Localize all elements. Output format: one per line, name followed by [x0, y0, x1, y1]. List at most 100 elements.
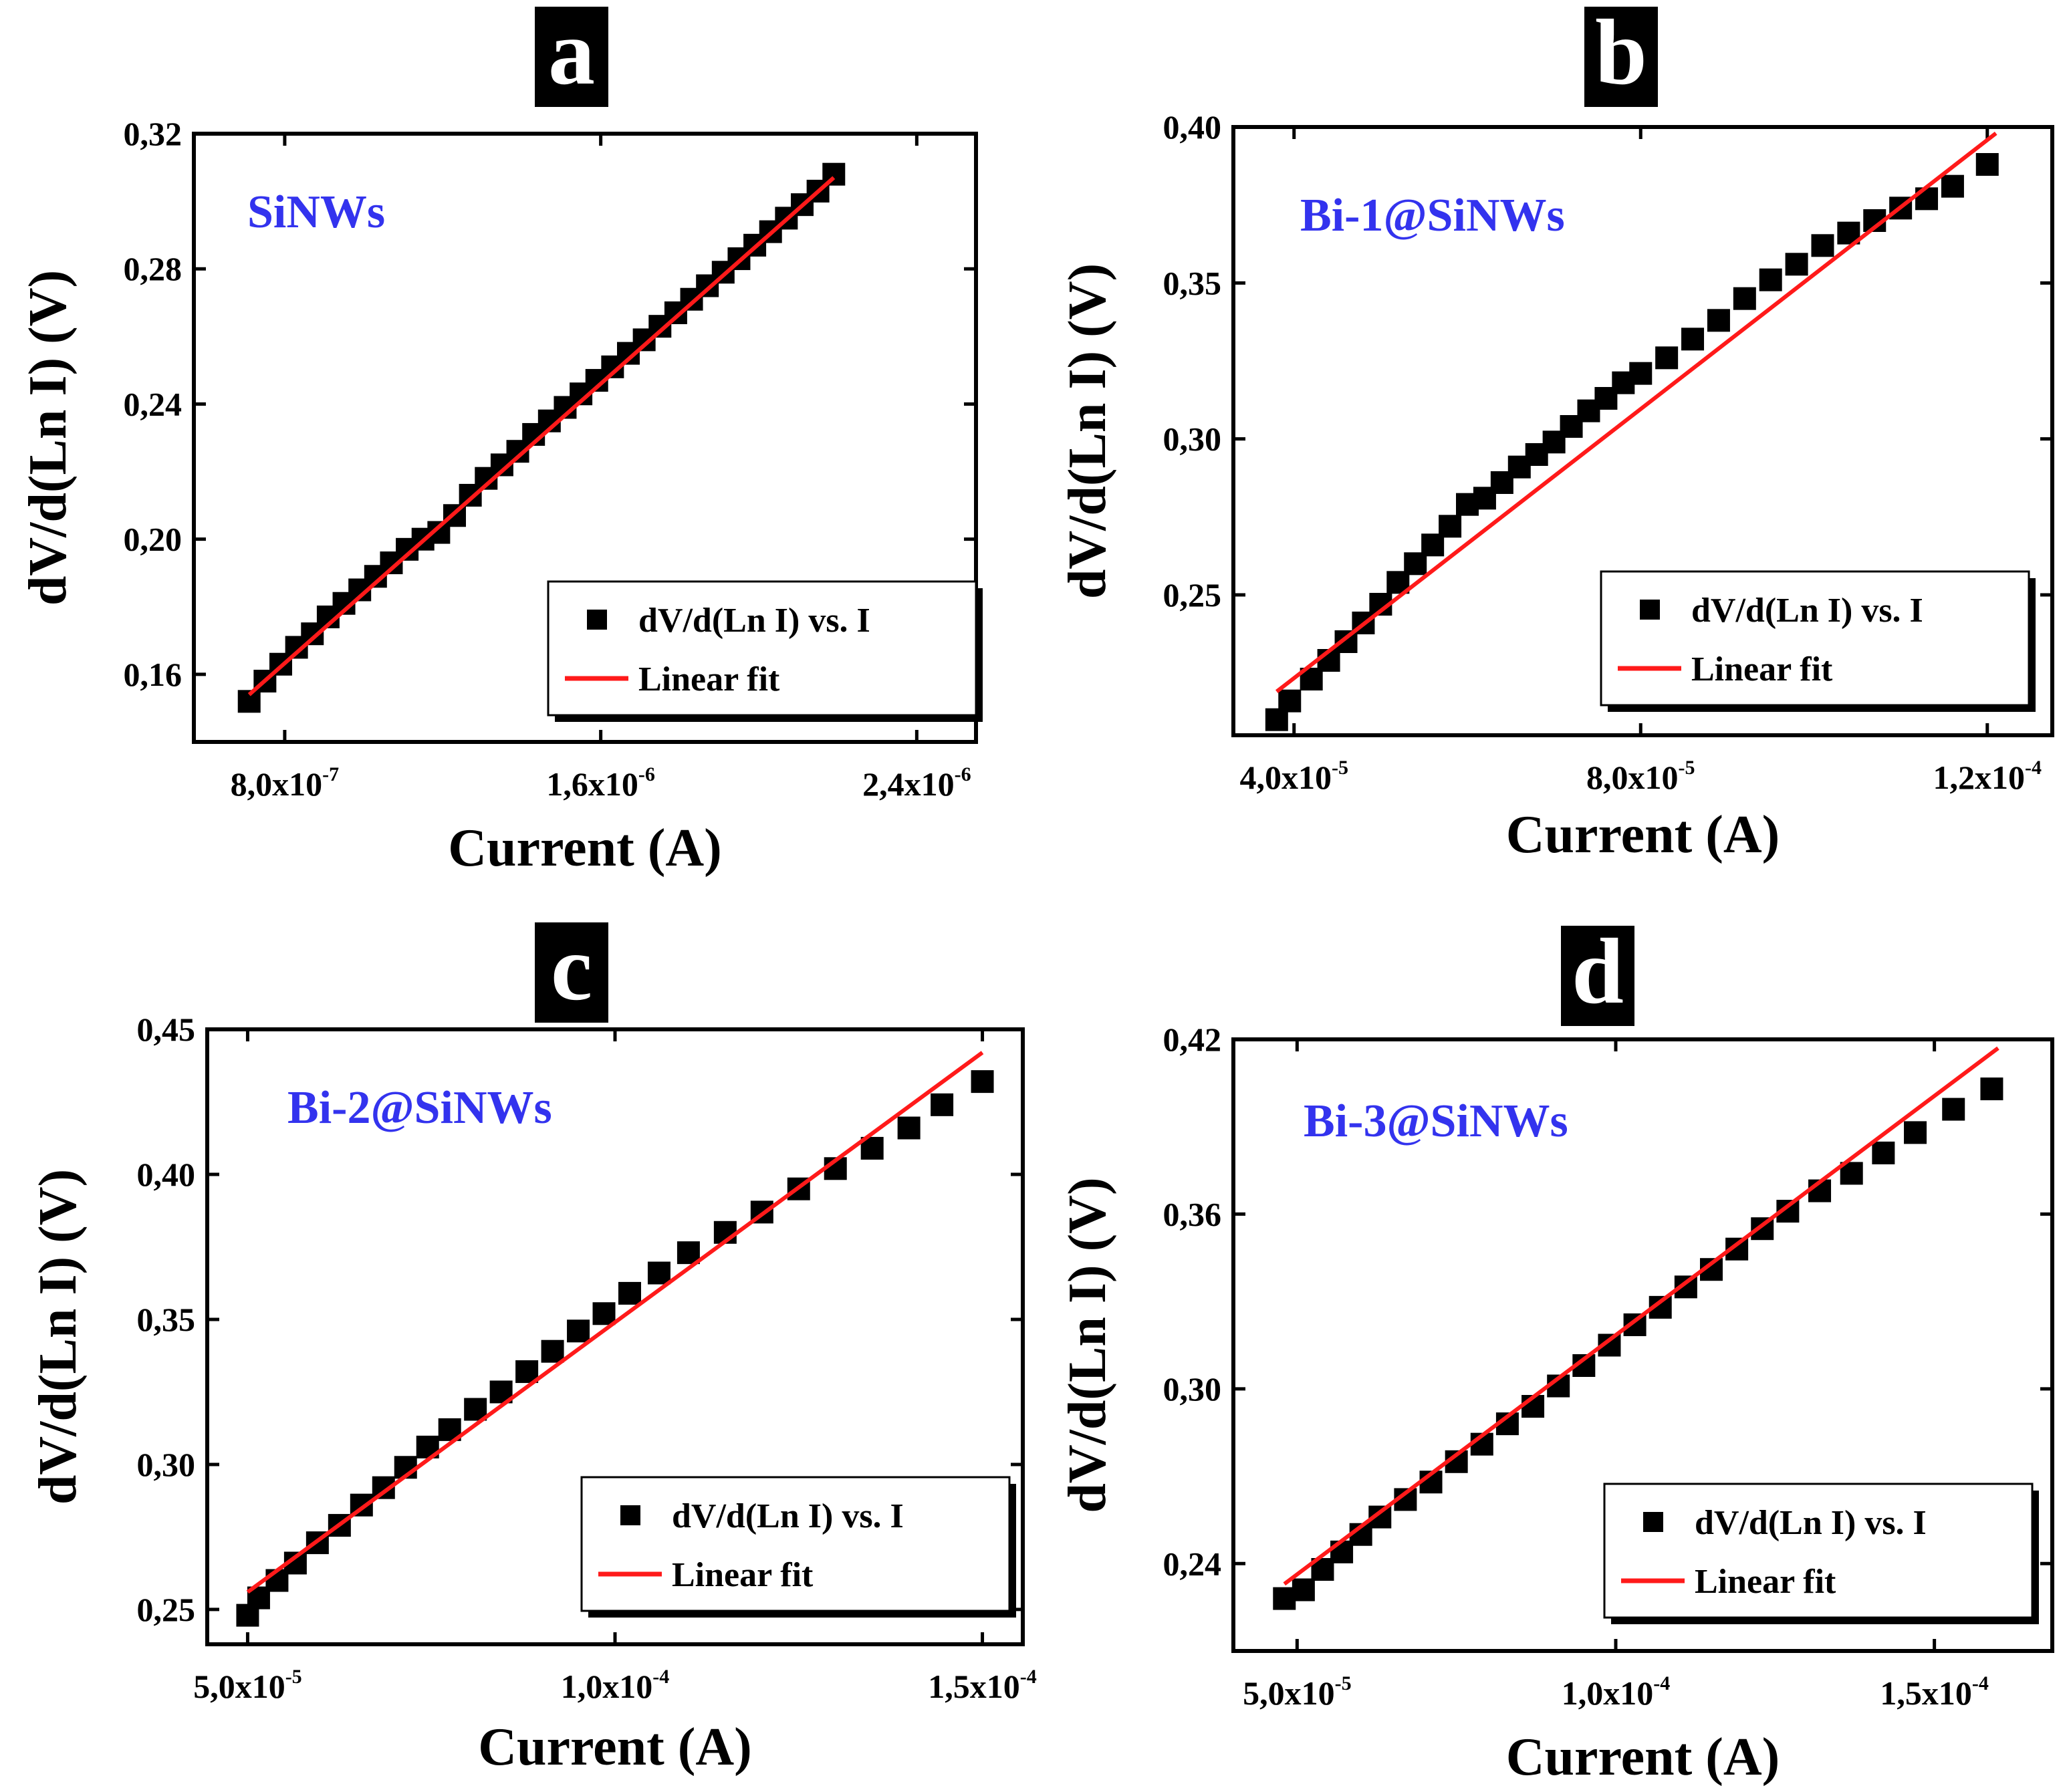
x-tick-label: 1,0x10-4	[561, 1666, 670, 1705]
legend-marker	[1643, 1512, 1663, 1532]
panel-c: c 0,25 0,30 0,35 0,40 0,45 5,0x10-5 1,0x10-4 1,5…	[29, 916, 1037, 1777]
y-tick-label: 0,16	[124, 656, 182, 693]
panel-letter: c	[551, 916, 592, 1020]
panel-tag	[1561, 926, 1634, 1026]
legend-marker	[1640, 600, 1660, 620]
plot-frame	[192, 132, 978, 744]
legend-entry-data: dV/d(Ln I) vs. I	[1691, 592, 1923, 630]
plot-frame	[1231, 125, 2054, 737]
panel-letter: a	[548, 1, 595, 104]
legend-entry-fit: Linear fit	[1695, 1563, 1836, 1601]
data-point	[1681, 328, 1705, 351]
y-tick-label: 0,45	[137, 1011, 196, 1048]
data-point	[971, 1070, 994, 1094]
legend-entry-fit: Linear fit	[638, 660, 780, 698]
data-point	[677, 1241, 700, 1265]
x-tick-label: 1,6x10-6	[546, 763, 655, 803]
y-tick-label: 0,32	[124, 115, 182, 152]
data-point	[1278, 689, 1302, 713]
data-point	[647, 1261, 671, 1285]
sample-label: Bi-1@SiNWs	[1300, 190, 1565, 241]
x-tick-label: 5,0x10-5	[1243, 1672, 1351, 1712]
data-point	[1785, 253, 1808, 276]
panel-b: b 0,25 0,30 0,35 0,40 4,0x10-5 8,0x10-5 1,2x10-…	[1058, 1, 2054, 864]
x-tick-label: 1,2x10-4	[1933, 757, 2042, 796]
y-axis-title: dV/d(Ln I) (V)	[29, 1169, 88, 1505]
y-tick-label: 0,24	[1163, 1545, 1222, 1582]
legend-box	[1603, 1483, 2034, 1619]
data-point	[1655, 346, 1679, 370]
legend-box	[547, 580, 977, 717]
y-tick-label: 0,30	[1163, 1370, 1222, 1408]
x-tick-label: 1,0x10-4	[1562, 1672, 1671, 1712]
data-point	[1941, 174, 1964, 198]
linear-fit-line	[247, 176, 836, 696]
panel-d: d 0,24 0,30 0,36 0,42 5,0x10-5 1,0x10-4 1,5x10-…	[1058, 920, 2054, 1787]
linear-fit-line	[1283, 1046, 1999, 1586]
linear-fit-line	[246, 1051, 984, 1594]
panel-tag	[535, 7, 608, 107]
y-tick-label: 0,35	[137, 1301, 196, 1338]
y-tick-label: 0,42	[1163, 1021, 1222, 1058]
x-tick-label: 5,0x10-5	[193, 1666, 302, 1705]
panel-letter: d	[1572, 920, 1624, 1023]
panel-letter: b	[1595, 1, 1647, 104]
legend-marker	[620, 1505, 640, 1525]
x-tick-label: 1,5x10-4	[928, 1666, 1037, 1705]
y-axis-title: dV/d(Ln I) (V)	[19, 270, 78, 606]
y-tick-label: 0,24	[124, 385, 182, 422]
y-tick-label: 0,35	[1163, 264, 1222, 301]
x-tick-label: 8,0x10-7	[231, 763, 339, 803]
x-tick-label: 4,0x10-5	[1239, 757, 1348, 796]
legend-marker	[587, 610, 607, 630]
data-point	[1811, 234, 1834, 257]
y-tick-label: 0,28	[124, 250, 182, 287]
data-point	[1872, 1141, 1895, 1164]
linear-fit-line	[1275, 131, 1997, 694]
legend-entry-data: dV/d(Ln I) vs. I	[638, 602, 870, 640]
y-tick-label: 0,40	[137, 1156, 196, 1193]
data-point	[897, 1116, 921, 1140]
data-point	[592, 1302, 616, 1325]
data-point	[1942, 1098, 1965, 1121]
data-point	[1439, 515, 1462, 538]
data-point	[541, 1339, 564, 1363]
x-axis-title: Current (A)	[478, 1718, 752, 1777]
y-axis-title: dV/d(Ln I) (V)	[1058, 1177, 1117, 1513]
sample-label: SiNWs	[247, 186, 385, 238]
data-point	[1273, 1587, 1296, 1610]
data-point	[1733, 287, 1756, 310]
y-axis-title: dV/d(Ln I) (V)	[1058, 263, 1117, 599]
plot-frame	[1231, 1037, 2054, 1653]
data-point	[618, 1281, 641, 1305]
x-tick-label: 1,5x10-4	[1880, 1672, 1989, 1712]
panel-tag	[535, 922, 608, 1023]
panel-a: a 0,16 0,20 0,24 0,28 0,32 8,0x10-7 1,6x10-6 2,4…	[19, 1, 983, 878]
data-point	[1292, 1578, 1315, 1602]
y-tick-label: 0,20	[124, 521, 182, 558]
data-point	[1975, 153, 1999, 176]
y-tick-label: 0,40	[1163, 108, 1222, 146]
legend-entry-data: dV/d(Ln I) vs. I	[1695, 1504, 1927, 1542]
x-axis-title: Current (A)	[1506, 1728, 1780, 1787]
data-point	[1904, 1121, 1927, 1144]
sample-label: Bi-3@SiNWs	[1304, 1096, 1568, 1147]
y-tick-label: 0,25	[137, 1591, 196, 1628]
legend-box	[1600, 570, 2030, 707]
legend-entry-fit: Linear fit	[1691, 650, 1833, 688]
panel-tag	[1584, 7, 1658, 107]
y-tick-label: 0,30	[137, 1446, 196, 1483]
y-tick-label: 0,30	[1163, 420, 1222, 458]
x-axis-title: Current (A)	[1506, 805, 1780, 864]
x-axis-title: Current (A)	[448, 819, 722, 878]
data-point	[1980, 1077, 2003, 1101]
data-point	[1759, 268, 1782, 291]
x-tick-label: 8,0x10-5	[1586, 757, 1695, 796]
legend-entry-data: dV/d(Ln I) vs. I	[672, 1497, 904, 1535]
data-point	[1707, 309, 1730, 332]
data-point	[931, 1093, 954, 1116]
data-point	[567, 1319, 590, 1343]
sample-label: Bi-2@SiNWs	[287, 1082, 552, 1134]
y-tick-label: 0,25	[1163, 576, 1222, 614]
